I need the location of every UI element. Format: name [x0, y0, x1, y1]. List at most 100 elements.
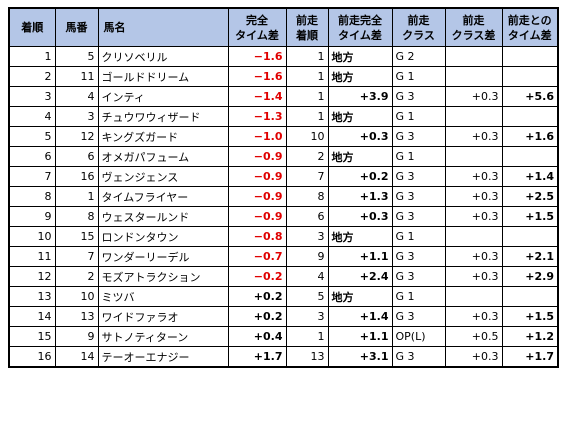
cell-prev-rank[interactable]: 10	[285, 126, 329, 147]
cell-prev-rank[interactable]: 1	[285, 66, 329, 87]
cell-prev-class[interactable]: G 1	[391, 226, 446, 247]
cell-horse-name[interactable]: サトノティターン	[97, 326, 229, 347]
cell-horse-name[interactable]: ワイドファラオ	[97, 306, 229, 327]
cell-diff-vs-prev[interactable]	[501, 286, 559, 307]
cell-horse-name[interactable]: ミツバ	[97, 286, 229, 307]
cell-diff-vs-prev[interactable]	[501, 146, 559, 167]
cell-prev-class[interactable]: G 1	[391, 106, 446, 127]
cell-rank[interactable]: 15	[8, 326, 56, 347]
cell-horse-name[interactable]: ウェスタールンド	[97, 206, 229, 227]
header-rank[interactable]: 着順	[8, 7, 56, 47]
cell-diff-vs-prev[interactable]: +1.7	[501, 346, 559, 368]
cell-rank[interactable]: 13	[8, 286, 56, 307]
cell-prev-class[interactable]: G 3	[391, 306, 446, 327]
cell-prev-time-diff[interactable]: 地方	[327, 226, 393, 247]
cell-time-diff[interactable]: −1.6	[227, 66, 287, 87]
cell-horse-number[interactable]: 11	[54, 66, 99, 87]
cell-horse-number[interactable]: 12	[54, 126, 99, 147]
cell-prev-time-diff[interactable]: +1.1	[327, 246, 393, 267]
cell-prev-rank[interactable]: 1	[285, 86, 329, 107]
cell-diff-vs-prev[interactable]: +1.2	[501, 326, 559, 347]
cell-prev-time-diff[interactable]: +0.3	[327, 126, 393, 147]
cell-prev-class[interactable]: G 1	[391, 286, 446, 307]
cell-time-diff[interactable]: −0.9	[227, 146, 287, 167]
cell-prev-rank[interactable]: 6	[285, 206, 329, 227]
cell-class-diff[interactable]: +0.3	[444, 126, 503, 147]
cell-class-diff[interactable]: +0.3	[444, 166, 503, 187]
cell-horse-number[interactable]: 13	[54, 306, 99, 327]
cell-horse-number[interactable]: 5	[54, 46, 99, 67]
cell-prev-class[interactable]: G 3	[391, 246, 446, 267]
cell-diff-vs-prev[interactable]: +1.6	[501, 126, 559, 147]
header-prev-rank[interactable]: 前走 着順	[285, 7, 329, 47]
cell-time-diff[interactable]: +0.4	[227, 326, 287, 347]
cell-horse-number[interactable]: 6	[54, 146, 99, 167]
cell-prev-rank[interactable]: 1	[285, 46, 329, 67]
cell-horse-number[interactable]: 16	[54, 166, 99, 187]
cell-rank[interactable]: 16	[8, 346, 56, 368]
cell-rank[interactable]: 1	[8, 46, 56, 67]
cell-rank[interactable]: 11	[8, 246, 56, 267]
cell-horse-name[interactable]: キングズガード	[97, 126, 229, 147]
cell-horse-name[interactable]: インティ	[97, 86, 229, 107]
cell-class-diff[interactable]	[444, 146, 503, 167]
cell-horse-name[interactable]: テーオーエナジー	[97, 346, 229, 368]
header-horse-name[interactable]: 馬名	[97, 7, 229, 47]
cell-prev-class[interactable]: G 3	[391, 86, 446, 107]
cell-prev-time-diff[interactable]: +3.9	[327, 86, 393, 107]
cell-prev-time-diff[interactable]: 地方	[327, 286, 393, 307]
cell-class-diff[interactable]: +0.3	[444, 86, 503, 107]
cell-time-diff[interactable]: −0.8	[227, 226, 287, 247]
cell-horse-name[interactable]: チュウワウィザード	[97, 106, 229, 127]
cell-time-diff[interactable]: +0.2	[227, 306, 287, 327]
cell-horse-number[interactable]: 2	[54, 266, 99, 287]
cell-prev-time-diff[interactable]: +0.3	[327, 206, 393, 227]
cell-class-diff[interactable]	[444, 286, 503, 307]
cell-diff-vs-prev[interactable]	[501, 226, 559, 247]
cell-prev-class[interactable]: G 3	[391, 206, 446, 227]
cell-class-diff[interactable]: +0.5	[444, 326, 503, 347]
cell-prev-class[interactable]: G 3	[391, 126, 446, 147]
cell-rank[interactable]: 5	[8, 126, 56, 147]
cell-horse-name[interactable]: ゴールドドリーム	[97, 66, 229, 87]
cell-rank[interactable]: 10	[8, 226, 56, 247]
cell-prev-class[interactable]: G 3	[391, 166, 446, 187]
cell-diff-vs-prev[interactable]: +2.5	[501, 186, 559, 207]
cell-diff-vs-prev[interactable]: +1.5	[501, 206, 559, 227]
cell-diff-vs-prev[interactable]: +5.6	[501, 86, 559, 107]
cell-prev-class[interactable]: G 3	[391, 266, 446, 287]
cell-class-diff[interactable]: +0.3	[444, 246, 503, 267]
cell-rank[interactable]: 9	[8, 206, 56, 227]
cell-prev-time-diff[interactable]: 地方	[327, 66, 393, 87]
cell-diff-vs-prev[interactable]: +2.1	[501, 246, 559, 267]
cell-prev-time-diff[interactable]: 地方	[327, 146, 393, 167]
cell-prev-rank[interactable]: 9	[285, 246, 329, 267]
cell-time-diff[interactable]: −0.9	[227, 206, 287, 227]
cell-horse-number[interactable]: 7	[54, 246, 99, 267]
cell-class-diff[interactable]: +0.3	[444, 306, 503, 327]
cell-diff-vs-prev[interactable]	[501, 46, 559, 67]
cell-prev-rank[interactable]: 3	[285, 306, 329, 327]
header-prev-class[interactable]: 前走 クラス	[391, 7, 446, 47]
cell-time-diff[interactable]: −0.9	[227, 166, 287, 187]
cell-horse-number[interactable]: 15	[54, 226, 99, 247]
cell-prev-rank[interactable]: 2	[285, 146, 329, 167]
cell-class-diff[interactable]	[444, 46, 503, 67]
cell-prev-time-diff[interactable]: 地方	[327, 106, 393, 127]
cell-diff-vs-prev[interactable]: +1.4	[501, 166, 559, 187]
cell-prev-rank[interactable]: 7	[285, 166, 329, 187]
cell-horse-name[interactable]: オメガパフューム	[97, 146, 229, 167]
cell-horse-name[interactable]: ワンダーリーデル	[97, 246, 229, 267]
cell-horse-number[interactable]: 3	[54, 106, 99, 127]
cell-horse-number[interactable]: 10	[54, 286, 99, 307]
cell-prev-rank[interactable]: 1	[285, 326, 329, 347]
cell-prev-class[interactable]: G 3	[391, 186, 446, 207]
cell-prev-class[interactable]: G 1	[391, 66, 446, 87]
cell-diff-vs-prev[interactable]	[501, 106, 559, 127]
cell-time-diff[interactable]: −0.2	[227, 266, 287, 287]
cell-time-diff[interactable]: −0.7	[227, 246, 287, 267]
cell-rank[interactable]: 2	[8, 66, 56, 87]
cell-horse-name[interactable]: ヴェンジェンス	[97, 166, 229, 187]
header-prev-time-diff[interactable]: 前走完全 タイム差	[327, 7, 393, 47]
cell-prev-rank[interactable]: 4	[285, 266, 329, 287]
